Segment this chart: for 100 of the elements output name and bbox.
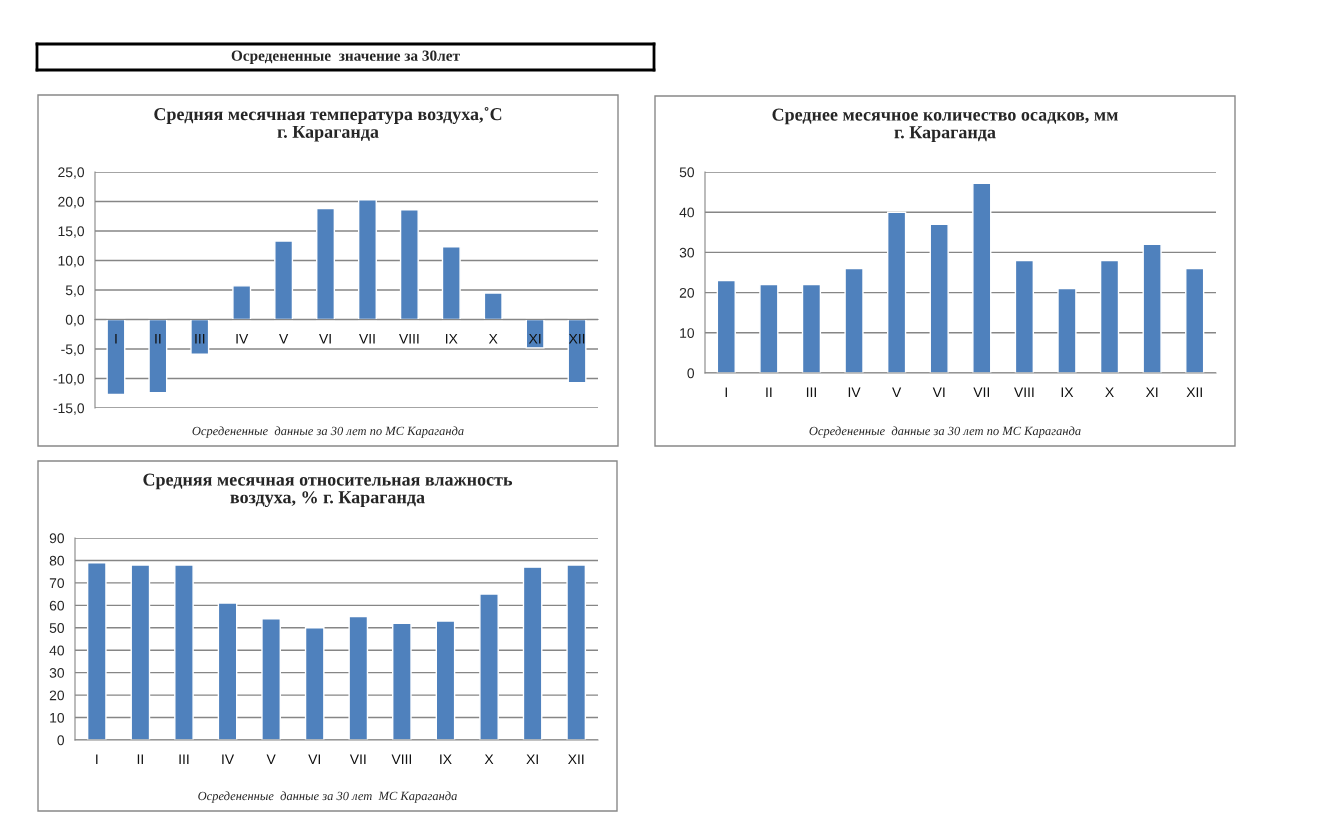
bar (1099, 259, 1120, 373)
y-tick-label: 30 (49, 668, 65, 678)
x-tick-label: XII (1186, 387, 1202, 397)
y-tick-label: 5,0 (65, 285, 85, 297)
y-tick-label: -10,0 (53, 373, 85, 386)
x-tick-label: VI (932, 387, 945, 397)
x-tick-label: VIII (1014, 387, 1034, 397)
y-tick-label: 20,0 (58, 196, 85, 209)
x-tick-label: III (195, 333, 205, 344)
bar (567, 318, 587, 384)
bar (261, 618, 281, 740)
y-tick-label: 60 (49, 600, 65, 611)
x-tick-label: III (806, 387, 816, 397)
y-tick-label: -15,0 (53, 403, 85, 415)
x-tick-label: VIII (399, 333, 419, 344)
chart-title: Средняя месячная температура воздуха,˚С г. Караганда (154, 107, 502, 142)
x-tick-label: II (155, 333, 161, 344)
bar (316, 207, 336, 321)
x-tick-label: X (488, 333, 498, 344)
x-tick-label: VI (319, 333, 331, 344)
x-tick-label: VII (349, 754, 366, 764)
y-tick-label: 25,0 (58, 167, 85, 179)
bar (1014, 259, 1035, 373)
y-tick-label: 70 (49, 578, 65, 589)
x-tick-label: X (1105, 387, 1114, 397)
x-tick-label: IX (440, 754, 452, 764)
x-tick-label: IX (1061, 387, 1074, 397)
bar (392, 622, 412, 740)
y-tick-label: 10,0 (58, 255, 85, 268)
bar (972, 182, 992, 373)
bar (479, 593, 499, 740)
y-tick-label: 20 (679, 287, 695, 298)
bar (232, 285, 252, 321)
bar (130, 564, 151, 740)
x-tick-label: IV (236, 333, 249, 344)
bar (86, 561, 107, 740)
bar (106, 318, 126, 396)
x-tick-label: IX (446, 333, 458, 344)
x-tick-label: XII (568, 754, 584, 764)
bar (435, 620, 456, 740)
y-tick-label: 0,0 (65, 314, 85, 327)
bar (522, 566, 543, 740)
x-tick-label: VIII (391, 754, 412, 764)
bar (716, 279, 736, 373)
y-tick-label: 50 (49, 623, 65, 633)
text: Осредененные данные за 30 лет МС Караганда (198, 791, 457, 803)
bar (399, 209, 419, 321)
y-tick-label: 15,0 (58, 226, 85, 238)
bar (929, 223, 949, 373)
y-tick-label: 10 (680, 328, 695, 338)
x-tick-label: IV (222, 754, 235, 764)
y-tick-label: -5,0 (61, 344, 85, 356)
x-tick-label: V (892, 387, 902, 397)
y-tick-label: 50 (679, 167, 695, 178)
x-tick-label: V (279, 333, 289, 344)
bar (148, 318, 168, 394)
text: Осредененные значение за 30лет (231, 50, 460, 64)
x-tick-label: II (766, 387, 772, 397)
x-tick-label: XI (526, 754, 538, 764)
x-tick-label: XII (568, 333, 585, 344)
x-tick-label: III (179, 754, 189, 764)
bar (304, 627, 325, 740)
bar (886, 211, 907, 373)
bar (1142, 243, 1162, 373)
bar (759, 283, 779, 373)
x-tick-label: XI (1145, 387, 1158, 397)
x-tick-label: X (484, 754, 494, 764)
bar (1057, 287, 1077, 373)
x-tick-label: V (266, 754, 276, 764)
x-tick-label: VII (973, 387, 989, 397)
x-tick-label: I (96, 754, 98, 764)
y-tick-label: 0 (687, 368, 695, 379)
bar (348, 615, 369, 740)
x-tick-label: II (137, 754, 143, 764)
y-tick-label: 0 (57, 735, 65, 746)
x-tick-label: I (115, 333, 117, 344)
bar (1185, 267, 1205, 373)
y-tick-label: 40 (49, 645, 65, 656)
bar (844, 267, 864, 373)
bar (217, 602, 238, 740)
x-tick-label: XI (528, 333, 541, 344)
x-tick-label: VII (359, 333, 375, 344)
bar (525, 318, 545, 349)
bar (274, 240, 294, 321)
y-tick-label: 90 (49, 533, 65, 544)
chart-title: Средняя месячная относительная влажность воздуха, % г. Караганда (143, 473, 513, 508)
y-tick-label: 20 (49, 690, 65, 701)
bar (441, 246, 461, 321)
chart-title: Среднее месячное количество осадков, мм г. Караганда (772, 108, 1118, 142)
bar (801, 283, 822, 373)
bar (566, 564, 587, 740)
text: Осредененные данные за 30 лет по МС Караганда (809, 426, 1081, 438)
bar (483, 292, 503, 321)
y-tick-label: 30 (679, 247, 695, 258)
y-tick-label: 10 (50, 712, 65, 723)
x-tick-label: VI (308, 754, 320, 764)
x-tick-label: I (725, 387, 727, 397)
bar (190, 318, 210, 356)
bar (174, 564, 194, 740)
y-tick-label: 40 (679, 207, 695, 218)
